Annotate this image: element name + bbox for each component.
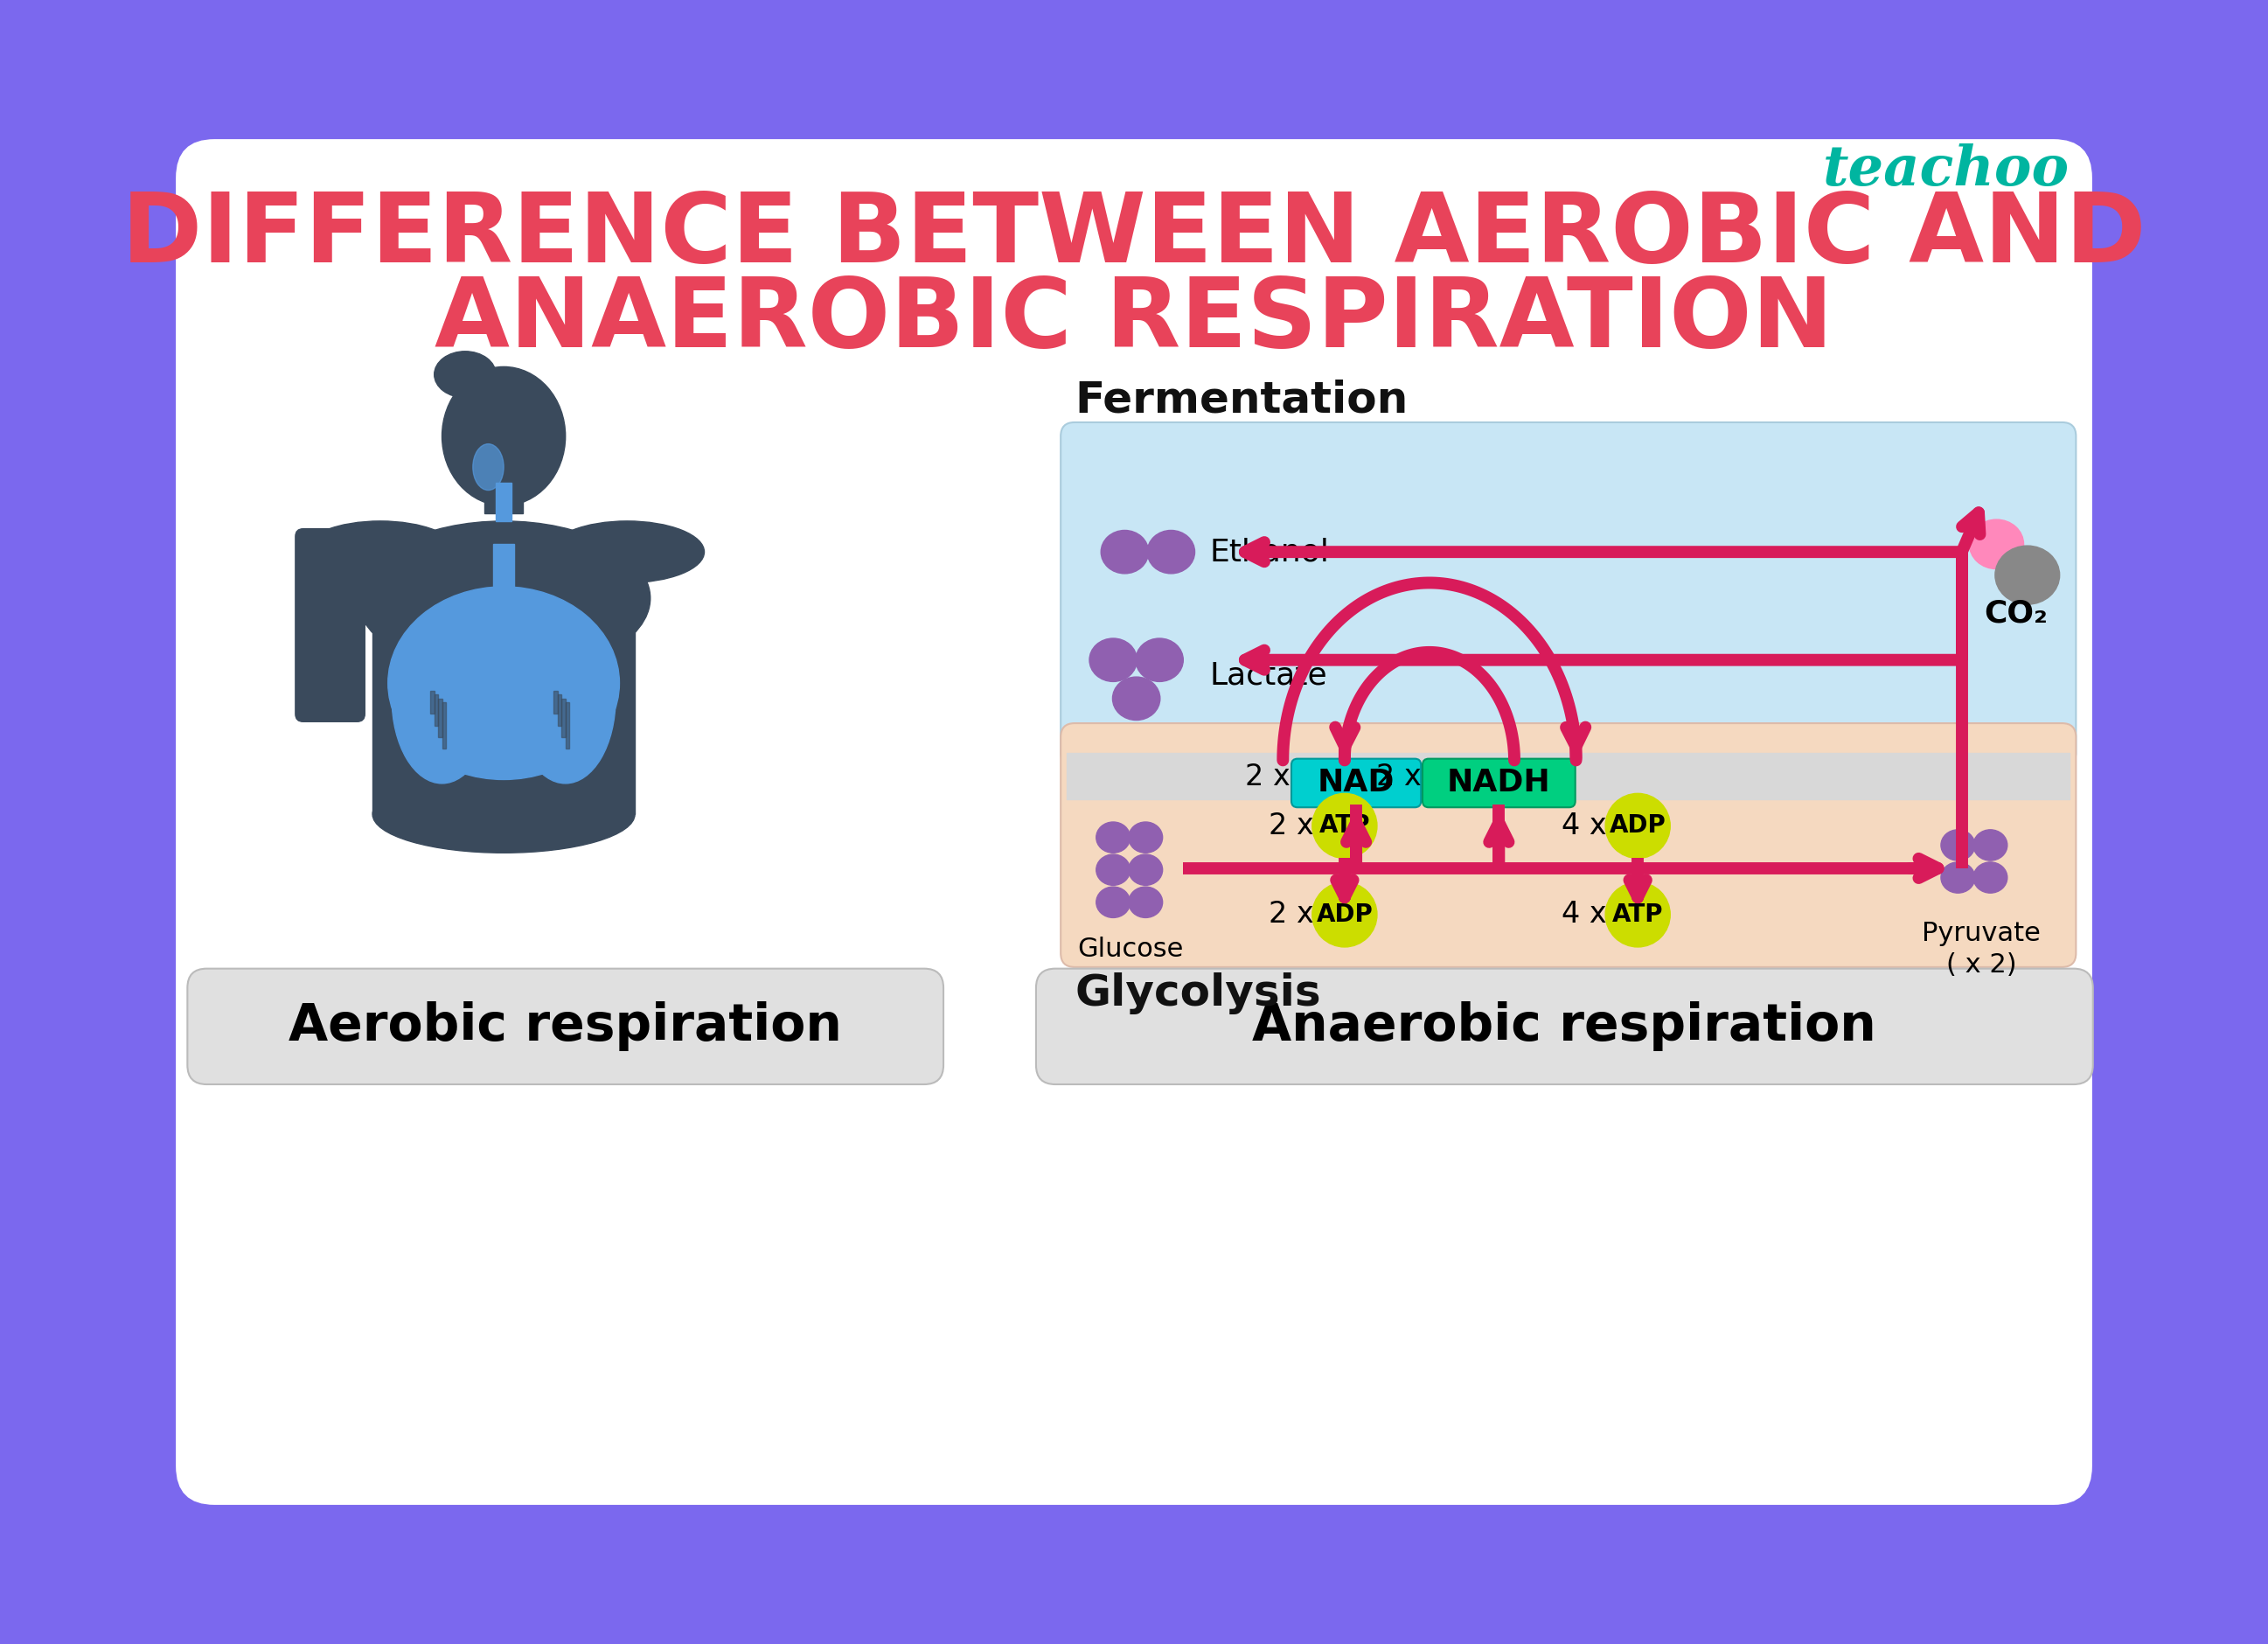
Ellipse shape [551,521,705,584]
Bar [438,699,442,737]
Bar [431,690,433,713]
Text: 2 x: 2 x [1377,763,1422,792]
Bar [558,695,562,725]
Text: 2 x: 2 x [1245,763,1290,792]
Text: Glycolysis: Glycolysis [1075,973,1320,1014]
FancyBboxPatch shape [177,140,2091,1504]
Text: 2 x: 2 x [1268,812,1313,840]
Ellipse shape [1095,822,1129,853]
Text: Ethanol: Ethanol [1209,538,1329,567]
FancyBboxPatch shape [1290,760,1422,807]
Text: Aerobic respiration: Aerobic respiration [288,1001,841,1052]
Text: ANAEROBIC RESPIRATION: ANAEROBIC RESPIRATION [435,273,1833,367]
FancyBboxPatch shape [295,529,365,722]
Ellipse shape [1973,830,2007,860]
Ellipse shape [1095,855,1129,884]
Text: Lactate: Lactate [1209,661,1327,690]
Ellipse shape [1941,830,1975,860]
Ellipse shape [1095,886,1129,917]
Ellipse shape [433,352,497,398]
Text: ATP: ATP [1613,903,1662,927]
Bar [492,544,515,621]
FancyBboxPatch shape [1061,423,2075,766]
Bar [433,695,438,725]
Ellipse shape [1129,822,1163,853]
Ellipse shape [442,367,565,506]
Ellipse shape [1148,531,1195,574]
Text: 4 x: 4 x [1563,901,1608,929]
Text: Pyruvate
( x 2): Pyruvate ( x 2) [1921,921,2041,978]
Text: Fermentation: Fermentation [1075,378,1408,421]
Text: DIFFERENCE BETWEEN AEROBIC AND: DIFFERENCE BETWEEN AEROBIC AND [122,189,2146,283]
FancyBboxPatch shape [1036,968,2093,1085]
Text: CO₂: CO₂ [1984,598,2048,628]
Ellipse shape [388,587,619,779]
Bar [565,702,569,748]
Bar [562,699,565,737]
Circle shape [1606,794,1669,858]
Bar [553,690,558,713]
Circle shape [1313,883,1377,947]
Ellipse shape [304,521,458,584]
Ellipse shape [1100,531,1148,574]
Circle shape [1313,794,1377,858]
Text: ADP: ADP [1610,814,1667,838]
Text: ADP: ADP [1315,903,1372,927]
Ellipse shape [1129,855,1163,884]
Text: 4 x: 4 x [1563,812,1608,840]
FancyBboxPatch shape [415,641,499,664]
Bar [485,452,524,513]
FancyBboxPatch shape [188,968,943,1085]
Bar [1066,753,2071,799]
Ellipse shape [1114,677,1159,720]
Text: 2 x: 2 x [1268,901,1313,929]
Ellipse shape [1973,861,2007,893]
Circle shape [1606,883,1669,947]
Text: Glucose: Glucose [1077,937,1184,962]
Text: teachoo: teachoo [1823,143,2071,197]
Bar [442,702,447,748]
FancyBboxPatch shape [1061,723,2075,967]
Ellipse shape [1941,861,1975,893]
Ellipse shape [1136,638,1184,682]
Ellipse shape [1089,638,1136,682]
Ellipse shape [372,776,635,853]
Text: ATP: ATP [1320,814,1370,838]
Text: NADH: NADH [1447,768,1551,797]
Ellipse shape [1996,546,2059,605]
Bar [497,482,510,521]
Ellipse shape [356,521,651,676]
Ellipse shape [1129,886,1163,917]
FancyBboxPatch shape [1422,760,1576,807]
Ellipse shape [392,613,492,784]
Text: NAD: NAD [1318,768,1395,797]
Ellipse shape [472,444,503,490]
Bar [372,584,635,814]
Ellipse shape [515,613,615,784]
FancyBboxPatch shape [508,641,592,664]
Text: Anaerobic respiration: Anaerobic respiration [1252,1001,1876,1052]
Ellipse shape [1969,520,2023,569]
